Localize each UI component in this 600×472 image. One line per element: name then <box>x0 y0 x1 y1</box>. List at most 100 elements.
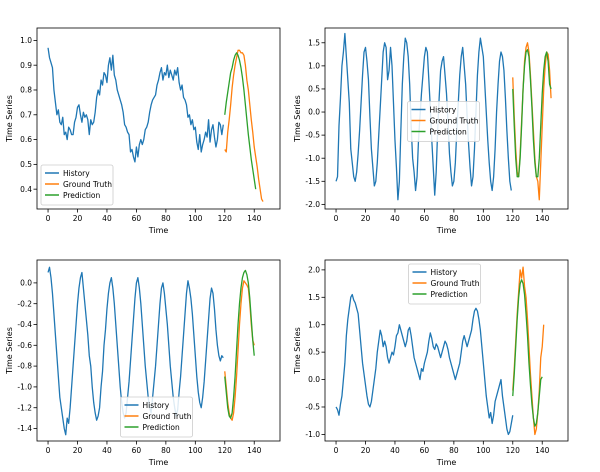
legend-label: Prediction <box>431 290 469 299</box>
x-tick-label: 0 <box>334 214 339 223</box>
x-axis-label: Time <box>148 226 169 235</box>
history-line <box>47 47 224 163</box>
chart-1: 0 20 40 60 80 100 120 140 0.4 0.5 0.6 0.7 0.8 0.9 1.0 T… <box>5 27 281 235</box>
x-tick-label: 20 <box>73 214 83 223</box>
y-tick-label: -0.5 <box>305 131 320 140</box>
y-tick-label: 0.9 <box>20 61 32 70</box>
plot-frame <box>36 27 281 210</box>
x-tick-label: 40 <box>390 214 400 223</box>
y-tick-label: 0.0 <box>308 108 320 117</box>
legend: History Ground Truth Prediction <box>40 164 114 206</box>
y-tick-label: 0.0 <box>308 375 320 384</box>
x-tick-label: 0 <box>46 446 51 455</box>
prediction-line <box>512 279 543 427</box>
legend-label: Ground Truth <box>143 412 192 421</box>
history-line <box>335 32 512 201</box>
legend-label: History <box>143 401 170 410</box>
y-tick-label: 1.0 <box>308 320 320 329</box>
legend-label: Ground Truth <box>63 180 112 189</box>
ground-truth-line <box>224 49 264 202</box>
y-tick-label: 2.0 <box>308 265 320 274</box>
y-axis-label: Time Series <box>5 95 14 143</box>
x-tick-label: 120 <box>506 446 521 455</box>
chart-4: 0 20 40 60 80 100 120 140 -1.0 -0.5 0.0 0.5 1.0 1.5 2.… <box>293 259 569 467</box>
legend-label: Prediction <box>63 191 101 200</box>
y-axis-label: Time Series <box>293 327 302 375</box>
y-tick-label: -1.2 <box>17 403 32 412</box>
y-tick-label: -0.4 <box>17 320 32 329</box>
chart-2: 0 20 40 60 80 100 120 140 -2.0 -1.5 -1.0 -0.5 0.0 0.5… <box>293 27 569 235</box>
legend-label: Prediction <box>430 127 468 136</box>
x-tick-label: 120 <box>218 446 233 455</box>
y-tick-label: -1.5 <box>305 177 320 186</box>
plot-frame <box>324 259 569 442</box>
legend-label: Prediction <box>143 423 181 432</box>
legend: History Ground Truth Prediction <box>408 263 481 305</box>
legend-label: History <box>431 268 458 277</box>
prediction-line <box>224 269 255 419</box>
x-tick-label: 80 <box>161 446 171 455</box>
x-tick-label: 20 <box>361 214 371 223</box>
y-tick-label: 0.4 <box>20 185 32 194</box>
y-tick-label: -0.8 <box>17 362 32 371</box>
y-tick-label: -0.6 <box>17 341 32 350</box>
x-tick-label: 100 <box>188 214 203 223</box>
y-tick-label: 0.5 <box>20 160 32 169</box>
y-tick-label: -1.0 <box>305 430 320 439</box>
x-axis-label: Time <box>436 226 457 235</box>
y-tick-label: 0.5 <box>308 348 320 357</box>
y-tick-label: -1.0 <box>17 383 32 392</box>
legend-label: History <box>430 105 457 114</box>
legend: History Ground Truth Prediction <box>407 101 480 142</box>
x-tick-label: 100 <box>476 446 491 455</box>
x-tick-label: 60 <box>132 214 142 223</box>
y-tick-label: -1.4 <box>17 424 32 433</box>
x-tick-label: 140 <box>247 214 262 223</box>
x-tick-label: 100 <box>476 214 491 223</box>
x-tick-label: 0 <box>46 214 51 223</box>
y-tick-label: 0.8 <box>20 86 32 95</box>
y-tick-label: 1.5 <box>308 38 320 47</box>
chart-3: 0 20 40 60 80 100 120 140 -1.4 -1.2 -1.0 -0.8 -0.6 -0… <box>5 259 281 467</box>
y-tick-label: -1.0 <box>305 154 320 163</box>
y-tick-label: 1.5 <box>308 293 320 302</box>
x-tick-label: 140 <box>535 214 550 223</box>
y-tick-label: 0.7 <box>20 110 32 119</box>
x-tick-label: 40 <box>390 446 400 455</box>
y-axis-label: Time Series <box>293 95 302 143</box>
x-tick-label: 80 <box>161 214 171 223</box>
x-tick-label: 20 <box>361 446 371 455</box>
plot-frame <box>324 27 569 210</box>
x-tick-label: 80 <box>449 214 459 223</box>
prediction-line <box>512 49 552 178</box>
x-tick-label: 40 <box>102 446 112 455</box>
x-tick-label: 100 <box>188 446 203 455</box>
x-tick-label: 60 <box>420 446 430 455</box>
y-axis-label: Time Series <box>5 327 14 375</box>
legend-label: Ground Truth <box>430 116 479 125</box>
x-tick-label: 120 <box>218 214 233 223</box>
y-tick-label: 0.5 <box>308 85 320 94</box>
x-tick-label: 60 <box>132 446 142 455</box>
x-tick-label: 40 <box>102 214 112 223</box>
x-tick-label: 20 <box>73 446 83 455</box>
legend: History Ground Truth Prediction <box>120 396 193 438</box>
legend-label: Ground Truth <box>431 279 480 288</box>
x-tick-label: 0 <box>334 446 339 455</box>
x-tick-label: 140 <box>247 446 262 455</box>
y-tick-label: -0.5 <box>305 403 320 412</box>
x-axis-label: Time <box>148 458 169 467</box>
y-tick-label: -0.2 <box>17 299 32 308</box>
x-tick-label: 60 <box>420 214 430 223</box>
y-tick-label: -2.0 <box>305 200 320 209</box>
y-tick-label: 0.0 <box>20 278 32 287</box>
y-tick-label: 0.6 <box>20 135 32 144</box>
y-tick-label: 1.0 <box>308 61 320 70</box>
y-tick-label: 1.0 <box>20 36 32 45</box>
x-axis-label: Time <box>436 458 457 467</box>
plot-frame <box>36 259 281 442</box>
history-line <box>335 293 514 436</box>
legend-label: History <box>63 169 90 178</box>
